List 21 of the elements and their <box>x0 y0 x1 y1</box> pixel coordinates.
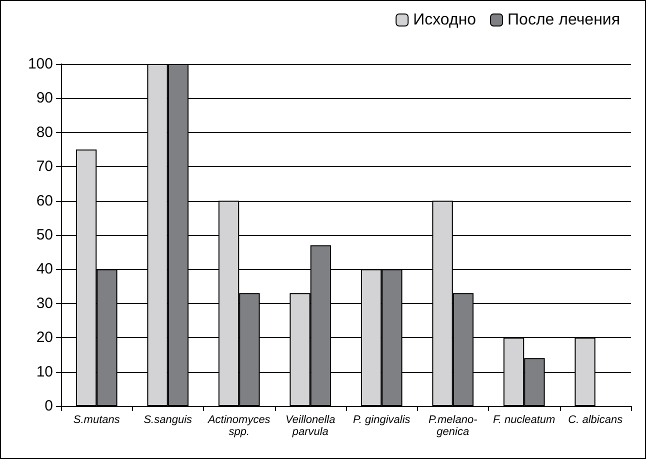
x-tick-label: S.mutans <box>73 414 120 426</box>
y-tick-label: 70 <box>36 158 53 176</box>
y-tick-label: 80 <box>36 124 53 141</box>
y-tick-label: 20 <box>36 329 53 346</box>
x-tick-label: Actinomyces spp. <box>206 414 271 438</box>
legend-label: После лечения <box>508 12 620 28</box>
x-tick-label: C. albicans <box>568 414 624 426</box>
y-tick-label: 30 <box>36 294 53 312</box>
y-tick-label: 60 <box>36 192 53 210</box>
x-tick-label: P. gingivalis <box>352 414 411 426</box>
y-tick-label: 50 <box>36 226 53 244</box>
y-tick-label: 100 <box>28 56 53 72</box>
x-tick-label: P.melano- genica <box>428 414 478 438</box>
x-tick-label: F. nucleatum <box>493 414 556 426</box>
x-tick-label: Veillonella parvula <box>286 414 336 438</box>
x-tick-label: S.sanguis <box>144 414 193 426</box>
y-tick-label: 0 <box>44 398 53 414</box>
y-tick-label: 90 <box>36 90 53 107</box>
y-tick-label: 40 <box>36 260 53 278</box>
legend-label: Исходно <box>413 12 476 28</box>
y-tick-label: 10 <box>36 363 53 380</box>
